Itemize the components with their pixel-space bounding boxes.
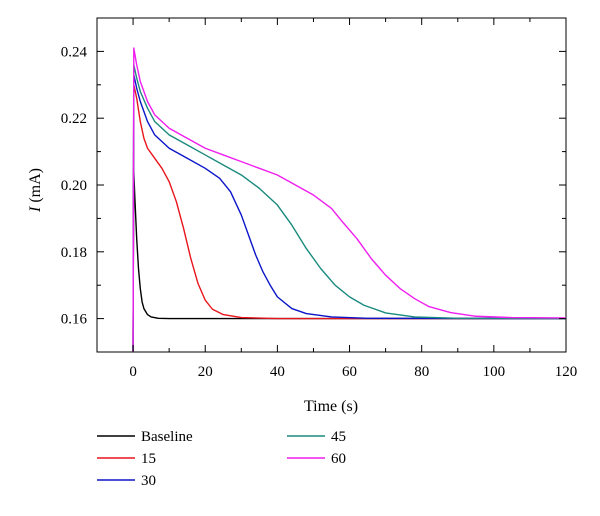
series-line-45 <box>132 64 567 353</box>
series-line-30 <box>132 74 567 353</box>
series-line-60 <box>132 47 567 353</box>
plot-frame <box>96 17 567 353</box>
legend-label: 15 <box>141 451 156 467</box>
series-line-15 <box>132 84 566 353</box>
y-tick-label: 0.24 <box>61 44 88 60</box>
plot-border <box>96 17 567 353</box>
x-axis-title: Time (s) <box>304 398 358 415</box>
x-tick-label: 60 <box>342 364 357 380</box>
x-tick-label: 100 <box>483 364 506 380</box>
y-tick-label: 0.20 <box>61 178 87 194</box>
x-axis: 0 20 40 60 80 100 120 <box>96 18 578 380</box>
legend-label: 60 <box>331 451 346 467</box>
y-tick-label: 0.16 <box>61 312 88 328</box>
legend-label: 30 <box>141 473 156 489</box>
x-tick-label: 0 <box>129 364 137 380</box>
x-tick-label: 20 <box>198 364 213 380</box>
y-tick-label: 0.22 <box>61 111 87 127</box>
x-tick-label: 120 <box>555 364 578 380</box>
y-tick-label: 0.18 <box>61 245 87 261</box>
legend-label: Baseline <box>141 429 193 445</box>
y-axis: 0.16 0.18 0.20 0.22 0.24 <box>61 17 566 353</box>
y-axis-symbol: I <box>27 206 44 213</box>
y-axis-title: I (mA) <box>27 168 44 213</box>
legend: Baseline 15 30 45 60 <box>97 429 346 489</box>
legend-label: 45 <box>331 429 346 445</box>
x-tick-label: 80 <box>414 364 429 380</box>
series-layer <box>132 47 567 353</box>
x-tick-label: 40 <box>270 364 285 380</box>
series-line-baseline <box>132 167 566 353</box>
y-axis-unit: (mA) <box>27 168 44 207</box>
